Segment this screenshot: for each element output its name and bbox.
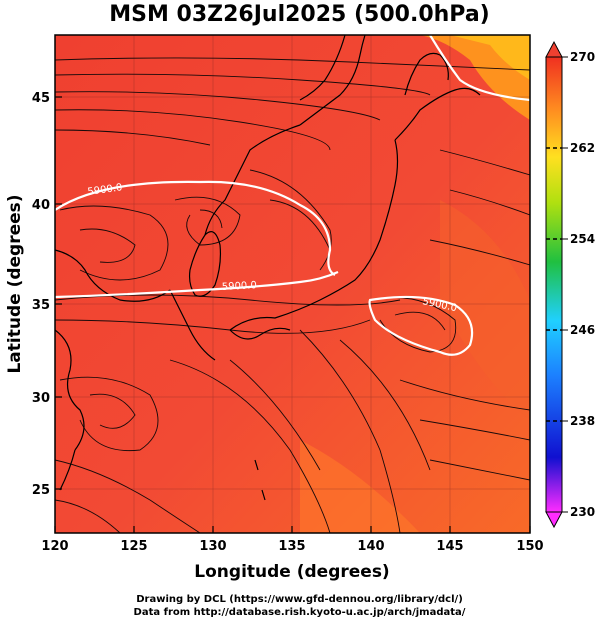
x-tick-label: 125 [120,539,147,554]
colorbar-label: 270 [570,50,595,64]
x-tick-label: 150 [516,539,543,554]
x-tick-label: 135 [278,539,305,554]
y-tick-label: 40 [32,198,50,213]
colorbar-label: 230 [570,505,595,519]
grid-lines [55,35,530,533]
contour-north [55,180,336,276]
geopotential-contours [55,35,530,356]
y-tick-label: 45 [32,91,50,106]
x-tick-labels: 120 125 130 135 140 145 150 [41,539,543,554]
y-tick-label: 25 [32,483,50,498]
colorbar-label: 238 [570,414,595,428]
y-tick-label: 30 [32,391,50,406]
colorbar-label: 254 [570,232,595,246]
x-tick-label: 140 [357,539,384,554]
y-axis-label: Latitude (degrees) [5,194,25,373]
colorbar-bottom-arrow [545,511,563,529]
x-axis-label: Longitude (degrees) [194,562,389,582]
credit-line-data: Data from http://database.rish.kyoto-u.a… [133,607,466,618]
contour-label: 5900.0 [87,182,123,198]
colorbar-label: 262 [570,141,595,155]
map-plot: 5900.0 5900.0 5900.0 120 125 130 135 140… [5,34,595,582]
y-tick-label: 35 [32,298,50,313]
map-title: MSM 03Z26Jul2025 (500.0hPa) [109,2,490,27]
contour-south [55,270,339,299]
x-tick-label: 120 [41,539,68,554]
contour-label: 5900.0 [222,280,258,293]
axis-ticks [54,96,531,533]
colorbar-label: 246 [570,323,595,337]
colorbar-top-arrow [545,40,563,58]
y-tick-labels: 25 30 35 40 45 [32,91,50,498]
colorbar: 270 262 254 246 238 230 [545,40,595,529]
credits: Drawing by DCL (https://www.gfd-dennou.o… [0,593,599,619]
contour-ne [429,35,530,102]
contour-east [368,295,474,356]
coastlines [55,35,481,501]
credit-line-dcl: Drawing by DCL (https://www.gfd-dennou.o… [136,594,463,605]
x-tick-label: 130 [199,539,226,554]
x-tick-label: 145 [436,539,463,554]
